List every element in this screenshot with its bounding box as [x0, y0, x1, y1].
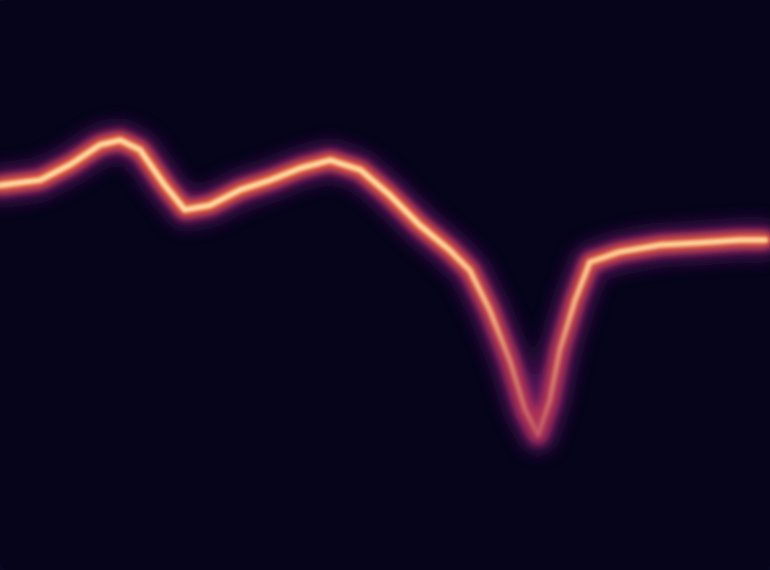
y-tick — [0, 0, 4, 1]
background — [0, 0, 770, 570]
series-glow — [0, 140, 765, 435]
plot-area — [0, 140, 765, 435]
chart — [0, 0, 770, 570]
y-tick — [0, 569, 4, 570]
series-glow — [0, 140, 765, 435]
series-glow — [0, 140, 765, 435]
series-line-group — [0, 140, 765, 435]
x-tick — [769, 566, 770, 570]
series-glow — [0, 140, 765, 435]
series-line — [0, 140, 765, 435]
